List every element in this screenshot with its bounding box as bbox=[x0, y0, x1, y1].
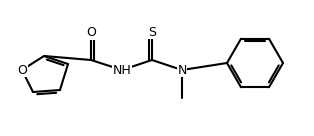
Text: N: N bbox=[177, 64, 187, 76]
Text: O: O bbox=[86, 27, 96, 39]
Text: NH: NH bbox=[113, 64, 131, 76]
Text: O: O bbox=[17, 64, 27, 76]
Text: S: S bbox=[148, 26, 156, 38]
